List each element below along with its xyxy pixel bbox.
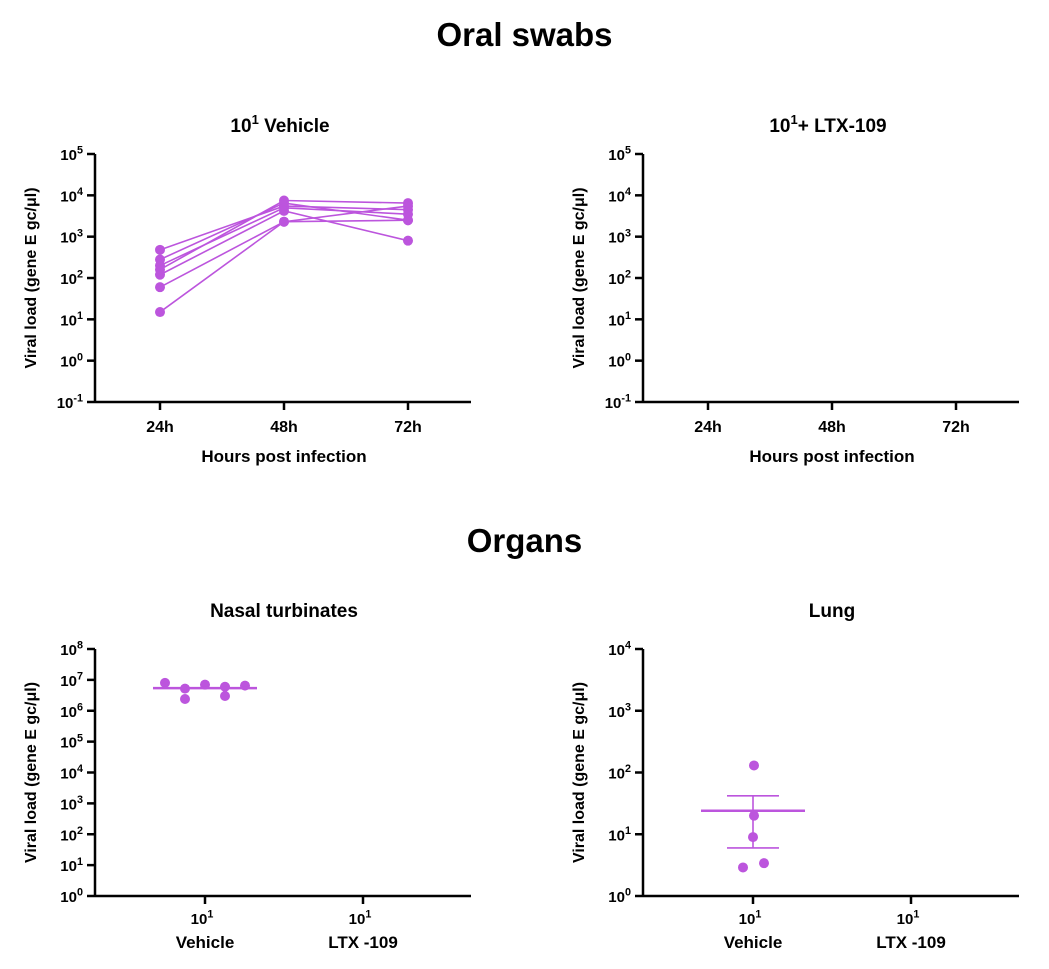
data-point — [220, 681, 230, 692]
y-tick-label: 101 — [60, 310, 83, 329]
y-tick-label: 100 — [60, 351, 83, 370]
data-point — [279, 205, 289, 216]
x-axis-label: Hours post infection — [749, 447, 914, 466]
data-point — [749, 810, 759, 821]
data-point — [279, 195, 289, 206]
y-tick-label: 100 — [60, 887, 83, 906]
x-tick-label: 101 — [897, 909, 920, 928]
chart-title: 101+ LTX-109 — [769, 112, 886, 137]
x-tick-label: 72h — [394, 419, 422, 436]
x-group-label: LTX -109 — [328, 933, 398, 952]
data-point — [759, 858, 769, 869]
x-tick-label: 48h — [818, 419, 846, 436]
y-tick-label: 103 — [60, 227, 83, 246]
data-point — [220, 691, 230, 702]
x-tick-label: 72h — [942, 419, 970, 436]
data-point — [180, 694, 190, 705]
y-tick-label: 100 — [608, 887, 631, 906]
y-tick-label: 103 — [608, 227, 631, 246]
series-line-subject-7 — [159, 219, 409, 313]
x-group-label: LTX -109 — [876, 933, 946, 952]
x-tick-label: 101 — [191, 909, 214, 928]
y-tick-label: 101 — [60, 856, 83, 875]
y-tick-label: 105 — [60, 732, 83, 751]
y-tick-label: 105 — [608, 145, 631, 164]
data-point — [155, 307, 165, 318]
nasal-turbinates-chart: Nasal turbinates 100 101 102 103 104 105 106 107… — [23, 601, 471, 952]
y-tick-label: 102 — [608, 269, 631, 288]
data-point — [155, 282, 165, 293]
y-tick-label: 104 — [60, 186, 83, 205]
x-tick-label: 24h — [694, 419, 722, 436]
data-point — [155, 244, 165, 255]
y-axis-label: Viral load (gene E gc/μl) — [23, 187, 40, 368]
x-axis-label: Hours post infection — [201, 447, 366, 466]
y-axis-label: Viral load (gene E gc/μl) — [571, 682, 588, 863]
x-tick-label: 24h — [146, 419, 174, 436]
y-tick-label: 106 — [60, 701, 83, 720]
y-tick-label: 101 — [608, 825, 631, 844]
data-point — [155, 269, 165, 280]
chart-title: Nasal turbinates — [210, 601, 358, 622]
data-point — [749, 760, 759, 771]
y-tick-label: 103 — [60, 794, 83, 813]
data-point — [738, 862, 748, 873]
x-group-label: Vehicle — [176, 933, 235, 952]
y-tick-label: 105 — [60, 145, 83, 164]
y-tick-label: 102 — [60, 269, 83, 288]
y-tick-label: 104 — [608, 640, 631, 659]
data-point — [279, 216, 289, 227]
y-tick-label: 10-1 — [605, 393, 631, 412]
section-title-oral-swabs: Oral swabs — [436, 16, 613, 53]
x-tick-label: 101 — [349, 909, 372, 928]
data-point — [403, 201, 413, 212]
data-point — [403, 215, 413, 226]
section-title-organs: Organs — [466, 522, 583, 559]
lung-chart: Lung 100 101 102 103 104 Viral load (gene E gc… — [571, 601, 1019, 952]
chart-title: 101 Vehicle — [230, 112, 329, 137]
y-tick-label: 102 — [60, 825, 83, 844]
x-tick-label: 48h — [270, 419, 298, 436]
y-axis-label: Viral load (gene E gc/μl) — [571, 187, 588, 368]
y-axis-label: Viral load (gene E gc/μl) — [23, 682, 40, 863]
ltx-chart: 101+ LTX-109 10-1 100 101 102 103 104 105 Viral … — [571, 112, 1019, 466]
y-tick-label: 104 — [608, 186, 631, 205]
y-tick-label: 10-1 — [57, 393, 83, 412]
y-tick-label: 101 — [608, 310, 631, 329]
y-tick-label: 104 — [60, 763, 83, 782]
y-tick-label: 107 — [60, 671, 83, 690]
x-group-label: Vehicle — [724, 933, 783, 952]
y-tick-label: 102 — [608, 763, 631, 782]
data-point — [403, 235, 413, 246]
vehicle-chart: 101 Vehicle 10-1 100 101 102 103 104 105 Viral l… — [23, 112, 471, 466]
chart-title: Lung — [809, 601, 855, 622]
y-tick-label: 100 — [608, 351, 631, 370]
data-point — [160, 677, 170, 688]
y-tick-label: 108 — [60, 640, 83, 659]
y-tick-label: 103 — [608, 701, 631, 720]
x-tick-label: 101 — [739, 909, 762, 928]
